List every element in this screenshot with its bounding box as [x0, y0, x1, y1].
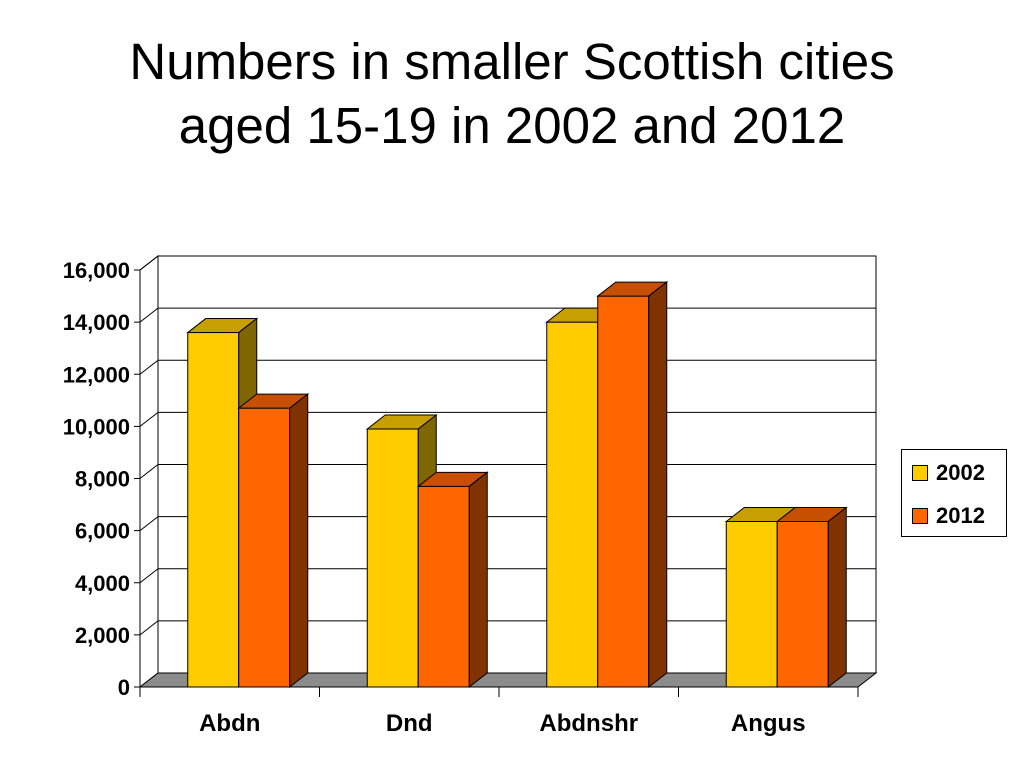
y-tick-label: 12,000	[63, 362, 130, 387]
gridline-side	[139, 516, 159, 532]
legend-label-2002: 2002	[936, 460, 985, 485]
chart-legend: 2002 2012	[901, 449, 1007, 537]
gridline-side	[139, 255, 159, 271]
gridline-side	[139, 464, 159, 479]
bar-front	[546, 321, 599, 688]
bar-front	[238, 407, 291, 688]
y-tick-label: 4,000	[75, 571, 130, 596]
legend-swatch-2012	[912, 508, 928, 524]
y-tick-label: 8,000	[75, 467, 130, 492]
gridline-side	[139, 359, 159, 375]
bar-front	[776, 521, 829, 688]
y-tick-label: 6,000	[75, 519, 130, 544]
y-tick-label: 16,000	[63, 258, 130, 283]
bar-front	[417, 485, 470, 688]
x-tick-label-dnd: Dnd	[386, 710, 433, 737]
bar-side	[827, 506, 847, 689]
bar-front	[366, 428, 419, 688]
bar-2012-abdn	[237, 393, 310, 689]
bar-front	[725, 521, 778, 688]
chart-title: Numbers in smaller Scottish cities aged …	[0, 30, 1024, 158]
gridline-side	[139, 620, 159, 636]
legend-item-2002: 2002	[912, 460, 985, 486]
x-tick-label-abdn: Abdn	[199, 710, 260, 737]
bar-2012-angus	[775, 506, 848, 689]
bar-side	[468, 471, 488, 689]
bar-2012-abdnshr	[596, 281, 669, 689]
y-tick-label: 2,000	[75, 623, 130, 648]
chart-title-line2: aged 15-19 in 2002 and 2012	[178, 97, 846, 154]
x-tick-label-abdnshr: Abdnshr	[539, 710, 638, 737]
y-tick-label: 0	[118, 675, 130, 700]
legend-label-2012: 2012	[936, 503, 985, 528]
bar-2012-dnd	[416, 471, 489, 689]
bar-side	[648, 281, 668, 689]
legend-swatch-2002	[912, 465, 928, 481]
bar-side	[289, 393, 309, 689]
gridline-side	[139, 307, 159, 323]
y-tick-label: 10,000	[63, 414, 130, 439]
bar-front	[187, 332, 240, 688]
chart-title-line1: Numbers in smaller Scottish cities	[129, 33, 895, 90]
legend-item-2012: 2012	[912, 503, 985, 529]
x-tick-label-angus: Angus	[731, 710, 806, 737]
gridline-side	[139, 568, 159, 584]
gridline-side	[139, 411, 159, 427]
y-tick-label: 14,000	[63, 310, 130, 335]
bar-front	[597, 295, 650, 688]
